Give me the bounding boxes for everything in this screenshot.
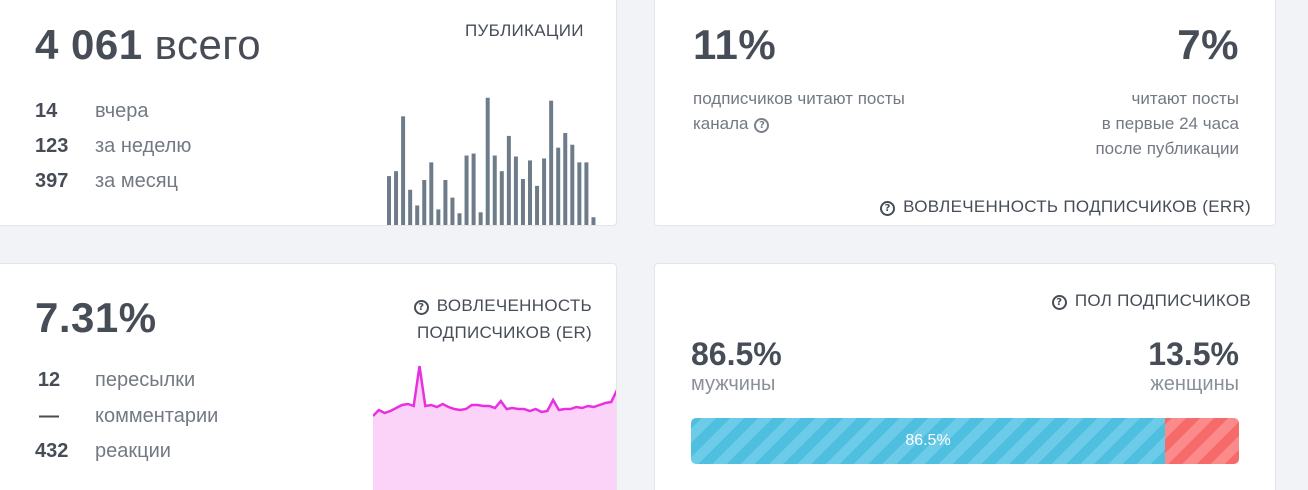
- err-card: 11% 7% подписчиков читают посты канала? …: [654, 0, 1276, 226]
- err-24h-text: читают посты в первые 24 часа после публ…: [1095, 86, 1239, 161]
- publication-bar: [591, 217, 596, 225]
- stat-yesterday-value: 14: [35, 100, 58, 122]
- err-24h-value: 7%: [1177, 21, 1239, 68]
- stat-forwards-value: 12: [37, 369, 61, 391]
- male-label: мужчины: [691, 373, 776, 395]
- sex-caption-text: ПОЛ ПОДПИСЧИКОВ: [1074, 291, 1251, 310]
- publication-bar: [422, 179, 427, 225]
- er-caption-line1: ВОВЛЕЧЕННОСТЬ: [436, 296, 592, 315]
- publication-bar: [577, 162, 582, 225]
- er-caption-line2: ПОДПИСЧИКОВ (ER): [416, 323, 592, 342]
- stat-month-label: за месяц: [95, 170, 179, 192]
- sex-caption[interactable]: ? ПОЛ ПОДПИСЧИКОВ: [1051, 291, 1251, 311]
- publication-bar: [464, 155, 469, 225]
- stat-forwards: 12 пересылки: [35, 367, 195, 393]
- publication-bar: [584, 162, 589, 225]
- publication-bar: [394, 171, 399, 225]
- publication-bar: [485, 97, 490, 225]
- er-caption[interactable]: ? ВОВЛЕЧЕННОСТЬ ПОДПИСЧИКОВ (ER): [413, 292, 592, 346]
- female-segment: [1165, 418, 1239, 464]
- err-24h-text-line1: читают посты: [1131, 89, 1239, 108]
- stat-comments-value: —: [39, 405, 59, 427]
- publication-bar: [492, 155, 497, 225]
- sex-ratio-bar: 86.5%: [691, 418, 1239, 464]
- stat-reactions-value: 432: [35, 440, 69, 462]
- stat-month-value: 397: [35, 170, 69, 192]
- stat-reactions: 432 реакции: [35, 438, 171, 464]
- er-card: 7.31% ? ВОВЛЕЧЕННОСТЬ ПОДПИСЧИКОВ (ER) 12…: [0, 263, 617, 490]
- er-area-fill: [373, 366, 616, 490]
- publication-bar: [443, 179, 448, 225]
- publications-total: 4 061 всего: [35, 21, 262, 68]
- stat-reactions-label: реакции: [95, 440, 171, 462]
- stat-forwards-label: пересылки: [95, 369, 196, 391]
- female-label: женщины: [1150, 373, 1239, 395]
- err-subscribers-value: 11%: [693, 21, 777, 68]
- help-icon[interactable]: ?: [880, 201, 896, 216]
- publication-bar: [450, 197, 455, 225]
- help-icon[interactable]: ?: [1051, 295, 1067, 310]
- publication-bar: [499, 171, 504, 225]
- publication-bar: [549, 100, 554, 225]
- err-24h-text-line3: после публикации: [1095, 139, 1239, 158]
- publications-total-unit: всего: [154, 21, 262, 68]
- publication-bar: [457, 213, 462, 225]
- publication-bar: [506, 135, 511, 225]
- err-caption-text: ВОВЛЕЧЕННОСТЬ ПОДПИСЧИКОВ (ERR): [903, 197, 1251, 216]
- publications-card: 4 061 всего ПУБЛИКАЦИИ 14 вчера 123 за неде…: [0, 0, 617, 226]
- er-area-chart: [373, 365, 616, 490]
- err-subscribers-text-line1: подписчиков читают посты: [693, 89, 905, 108]
- publication-bar: [556, 147, 561, 225]
- female-percent: 13.5%: [1148, 336, 1239, 372]
- publication-bar: [415, 205, 420, 225]
- sex-card: ? ПОЛ ПОДПИСЧИКОВ 86.5% мужчины 13.5% жен…: [654, 263, 1276, 490]
- publication-bar: [429, 162, 434, 225]
- er-area-line: [373, 365, 616, 417]
- err-24h-text-line2: в первые 24 часа: [1101, 114, 1239, 133]
- publication-bar: [478, 212, 483, 225]
- publication-bar: [408, 189, 413, 225]
- err-subscribers-text-line2: канала?: [693, 111, 905, 136]
- publication-bar: [535, 185, 540, 225]
- publication-bar: [520, 179, 525, 225]
- stat-month: 397 за месяц: [35, 168, 178, 194]
- publication-bar: [563, 132, 568, 225]
- help-icon[interactable]: ?: [754, 118, 770, 133]
- help-icon[interactable]: ?: [413, 300, 429, 315]
- err-subscribers-text: подписчиков читают посты канала?: [693, 86, 905, 136]
- publication-bar: [528, 160, 532, 225]
- publication-bar: [401, 116, 406, 225]
- publication-bar: [436, 209, 441, 225]
- stat-comments: — комментарии: [35, 403, 218, 429]
- stat-week-label: за неделю: [95, 135, 192, 157]
- stat-week: 123 за неделю: [35, 133, 191, 159]
- male-segment-label: 86.5%: [905, 432, 951, 449]
- stat-yesterday: 14 вчера: [35, 98, 149, 124]
- publication-bar: [570, 144, 575, 225]
- male-percent: 86.5%: [691, 336, 782, 372]
- publication-bar: [471, 153, 476, 225]
- stat-week-value: 123: [35, 135, 69, 157]
- publication-bar: [542, 158, 547, 225]
- err-caption[interactable]: ? ВОВЛЕЧЕННОСТЬ ПОДПИСЧИКОВ (ERR): [880, 197, 1251, 217]
- er-value: 7.31%: [35, 294, 157, 341]
- male-segment: 86.5%: [691, 418, 1166, 464]
- publication-bar: [387, 176, 391, 225]
- stat-comments-label: комментарии: [95, 405, 219, 427]
- publication-bar: [513, 156, 518, 225]
- stat-yesterday-label: вчера: [95, 100, 149, 122]
- publications-caption: ПУБЛИКАЦИИ: [465, 21, 584, 40]
- publications-bar-chart: [387, 97, 596, 225]
